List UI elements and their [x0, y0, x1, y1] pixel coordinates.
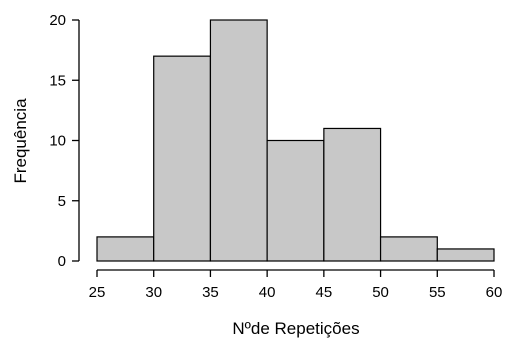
x-axis-title: Nºde Repetições	[232, 319, 359, 338]
x-tick-label-35: 35	[202, 284, 219, 301]
x-tick-label-25: 25	[89, 284, 106, 301]
y-tick-label-15: 15	[49, 72, 66, 89]
y-tick-label-0: 0	[58, 253, 66, 270]
histogram-bar-55-60	[436, 248, 495, 262]
x-tick-label-50: 50	[372, 284, 389, 301]
histogram-bar-50-55	[379, 236, 438, 262]
x-tick-label-30: 30	[145, 284, 162, 301]
histogram-bar-45-50	[323, 127, 382, 262]
y-axis: 0 5 10 15 20	[49, 12, 80, 270]
x-tick-label-60: 60	[486, 284, 503, 301]
histogram-bar-30-35	[153, 55, 212, 262]
bars-group	[96, 19, 495, 262]
histogram-bar-40-45	[266, 139, 325, 262]
x-tick-label-45: 45	[316, 284, 333, 301]
y-tick-label-20: 20	[49, 12, 66, 29]
x-axis: 25 30 35 40 45 50 55 60	[89, 269, 503, 301]
y-tick-label-5: 5	[58, 193, 66, 210]
y-tick-label-10: 10	[49, 133, 66, 150]
x-tick-label-40: 40	[259, 284, 276, 301]
x-tick-label-55: 55	[429, 284, 446, 301]
histogram-bar-35-40	[209, 19, 268, 262]
y-axis-title: Frequência	[11, 98, 30, 184]
histogram-bar-25-30	[96, 236, 155, 262]
